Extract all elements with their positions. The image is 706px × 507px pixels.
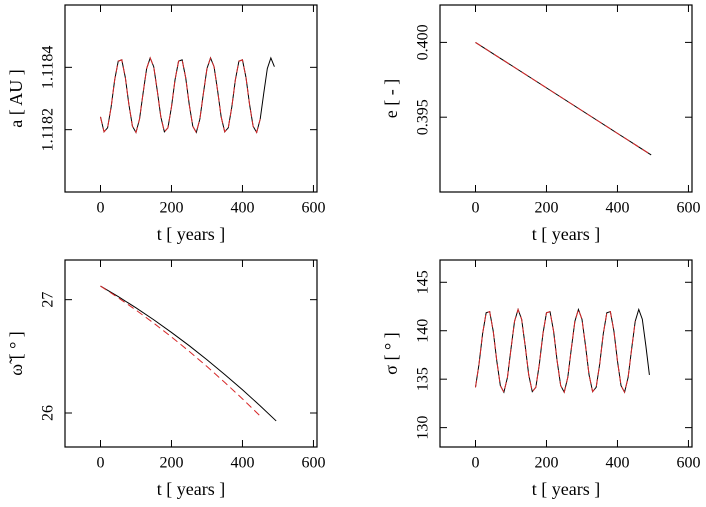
y-axis-title: ω̃ [ ° ]: [6, 331, 26, 376]
x-tick-label: 0: [96, 455, 104, 472]
x-tick-label: 400: [605, 200, 629, 217]
x-tick-label: 400: [230, 455, 254, 472]
x-tick-label: 0: [471, 200, 479, 217]
y-tick-label: 140: [415, 319, 432, 343]
panel: 0 200 400 600 0.395 0.400 t [ years ] e [ - ]: [381, 4, 700, 244]
axes-frame: [439, 259, 693, 448]
y-tick-label: 145: [415, 270, 432, 294]
y-tick-label: 130: [415, 416, 432, 440]
panel: 0 200 400 600 26 27 t [ years ] ω̃ [ ° ]: [6, 259, 325, 499]
x-tick-label: 600: [676, 455, 700, 472]
x-axis-title: t [ years ]: [532, 224, 600, 244]
y-tick-label: 1.1182: [40, 108, 57, 151]
axes-frame: [64, 4, 318, 193]
x-tick-label: 200: [534, 200, 558, 217]
y-axis-title: a [ AU ]: [6, 69, 26, 127]
y-tick-label: 1.1184: [40, 46, 57, 89]
x-axis-title: t [ years ]: [157, 224, 225, 244]
x-tick-label: 0: [96, 200, 104, 217]
x-tick-label: 600: [676, 200, 700, 217]
axes-frame: [439, 4, 693, 193]
panel: 0 200 400 600 1.1182 1.1184 t [ years ] a [ AU …: [6, 4, 325, 244]
y-tick-label: 135: [415, 367, 432, 391]
y-axis-title: σ [ ° ]: [381, 332, 401, 374]
y-tick-label: 26: [40, 405, 57, 421]
x-axis-title: t [ years ]: [157, 479, 225, 499]
x-tick-label: 600: [301, 455, 325, 472]
series-line: [100, 285, 277, 422]
panel: 0 200 400 600 130 135 140 145 t [ years ] σ [ ° ]: [381, 259, 700, 499]
y-tick-label: 27: [40, 292, 57, 308]
x-tick-label: 600: [301, 200, 325, 217]
y-axis-title: e [ - ]: [381, 79, 401, 118]
x-tick-label: 200: [534, 455, 558, 472]
x-tick-label: 0: [471, 455, 479, 472]
series-line: [100, 56, 275, 134]
series-line: [100, 56, 261, 134]
x-tick-label: 400: [605, 455, 629, 472]
series-line: [474, 307, 650, 394]
series-line: [100, 285, 261, 417]
x-tick-label: 200: [159, 455, 183, 472]
y-tick-label: 0.395: [415, 99, 432, 135]
x-tick-label: 200: [159, 200, 183, 217]
series-line: [475, 41, 652, 156]
y-tick-label: 0.400: [415, 24, 432, 60]
x-tick-label: 400: [230, 200, 254, 217]
x-axis-title: t [ years ]: [532, 479, 600, 499]
axes-frame: [64, 259, 318, 448]
series-line: [474, 307, 636, 394]
